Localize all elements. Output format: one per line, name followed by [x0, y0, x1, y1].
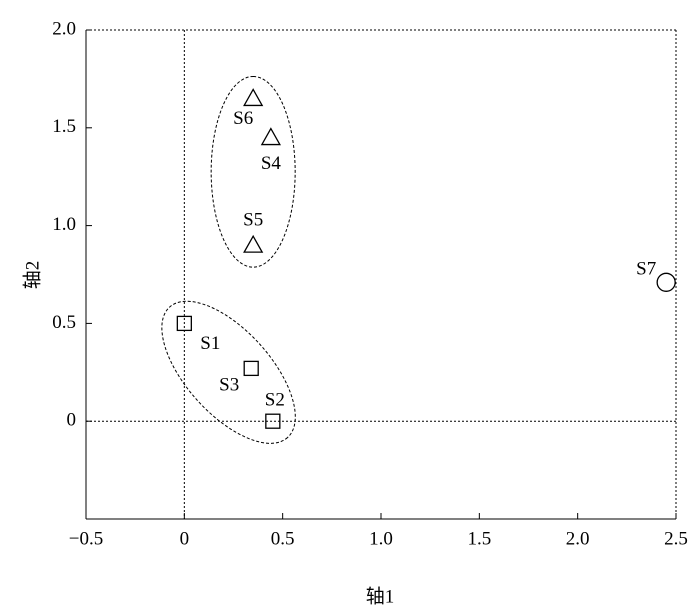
point-label: S2 — [265, 390, 285, 411]
point-label: S1 — [200, 333, 220, 354]
point — [243, 88, 264, 107]
x-tick-label: 1.5 — [467, 528, 491, 549]
y-tick-label: 1.5 — [52, 116, 76, 137]
point-label: S5 — [243, 210, 263, 231]
point — [260, 127, 281, 146]
x-axis-title: 轴1 — [366, 585, 395, 607]
y-tick-label: 0 — [67, 410, 77, 431]
point — [243, 234, 264, 253]
y-tick-label: 1.0 — [52, 214, 76, 235]
x-tick-label: 1.0 — [369, 528, 393, 549]
point-label: S7 — [636, 259, 656, 280]
x-tick-label: 0.5 — [271, 528, 295, 549]
group-ellipse — [210, 75, 296, 268]
y-tick-label: 0.5 — [52, 312, 76, 333]
point-label: S6 — [233, 108, 253, 129]
y-axis-title: 轴2 — [21, 261, 43, 290]
x-tick-label: −0.5 — [69, 528, 103, 549]
group-ellipse — [161, 300, 296, 444]
x-tick-label: 0 — [180, 528, 190, 549]
point — [265, 413, 281, 429]
y-tick-label: 2.0 — [52, 18, 76, 39]
point-label: S4 — [261, 153, 282, 174]
point-label: S3 — [219, 375, 239, 396]
point — [656, 272, 676, 292]
point — [176, 315, 192, 332]
x-tick-label: 2.5 — [664, 528, 688, 549]
point — [243, 360, 259, 377]
x-tick-label: 2.0 — [566, 528, 590, 549]
